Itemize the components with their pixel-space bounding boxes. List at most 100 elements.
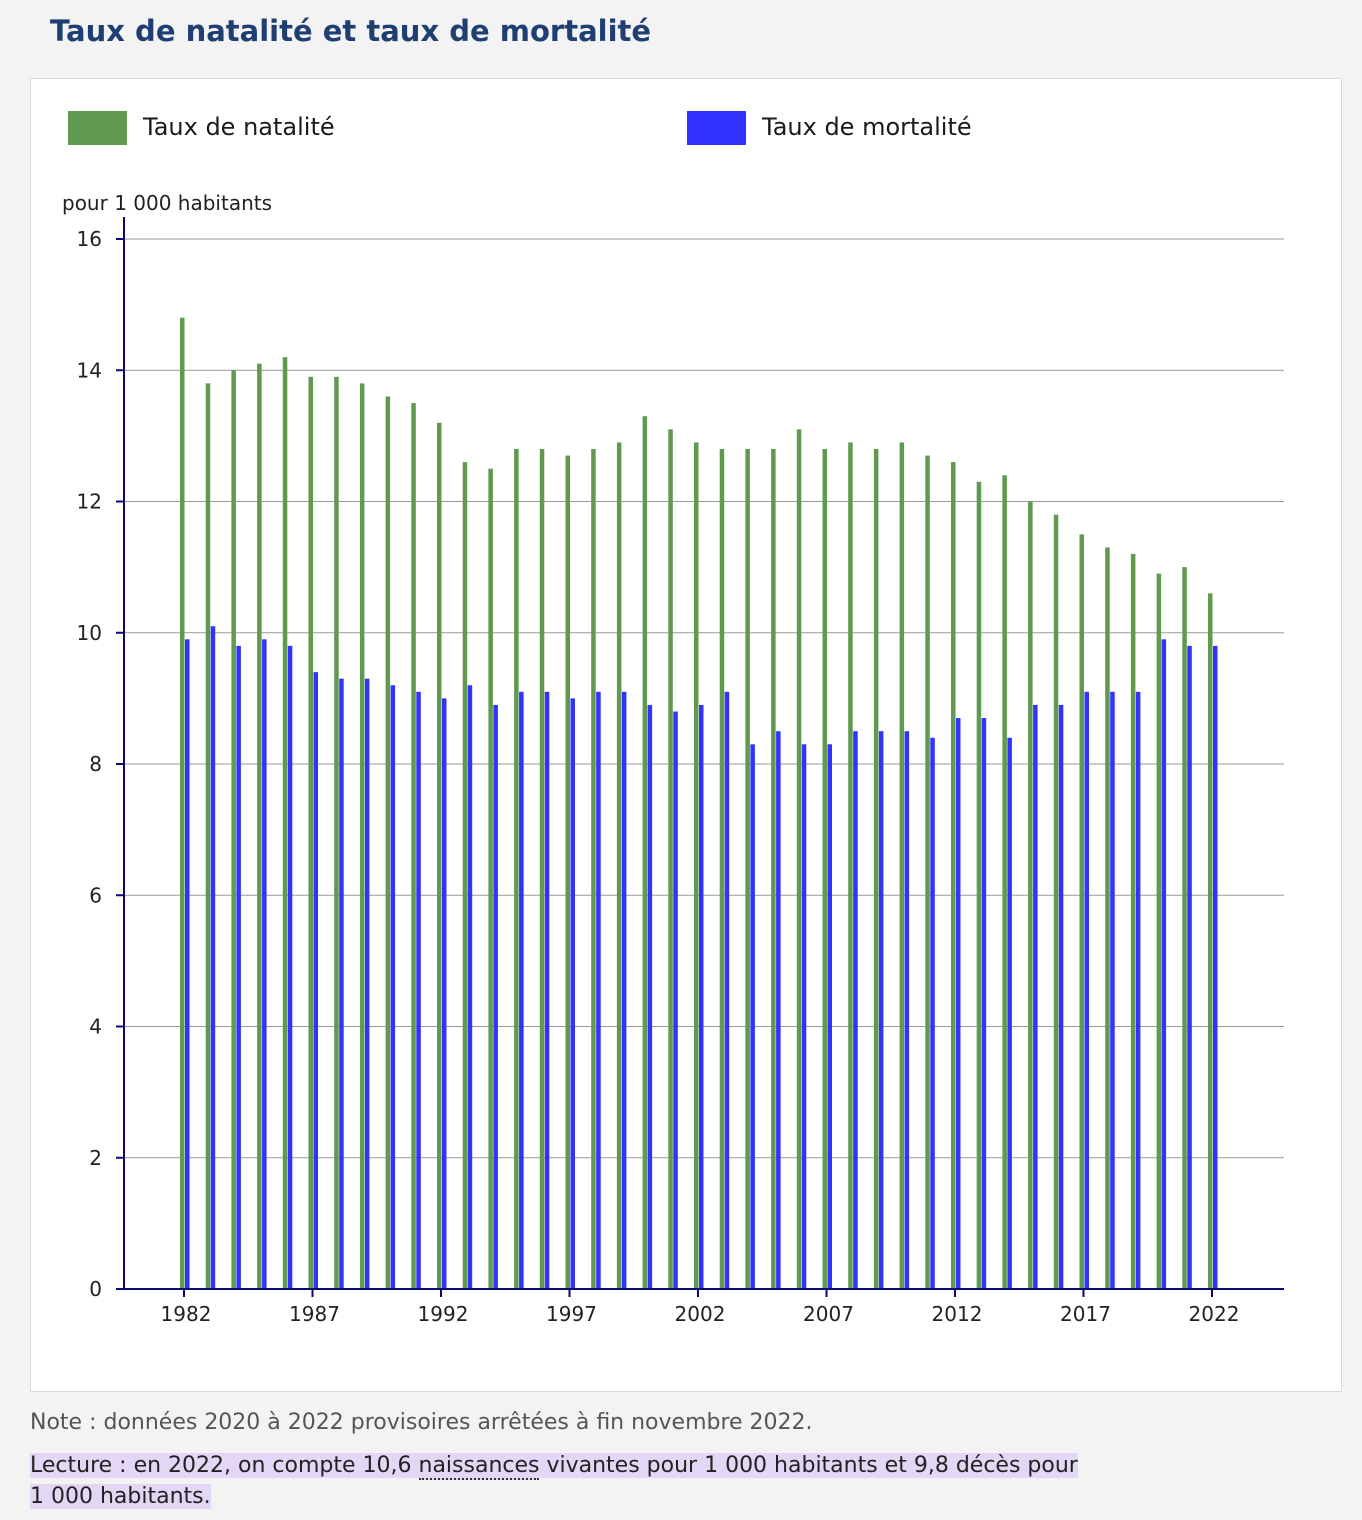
bar-natalite-2008	[848, 442, 853, 1289]
bar-mortalite-1991	[416, 691, 421, 1289]
bar-natalite-2017	[1079, 534, 1084, 1289]
bar-mortalite-1983	[210, 626, 216, 1289]
x-tick-label-2002: 2002	[675, 1302, 726, 1326]
bar-mortalite-1996	[544, 691, 550, 1289]
bar-mortalite-2012	[956, 718, 961, 1289]
bar-natalite-2020	[1156, 573, 1162, 1289]
bar-mortalite-2020	[1161, 639, 1167, 1289]
bar-mortalite-2001	[673, 711, 678, 1289]
bar-mortalite-1997	[570, 698, 575, 1289]
reading-note-part2: vivantes pour 1 000 habitants et 9,8 déc…	[539, 1453, 1078, 1478]
bar-natalite-1998	[591, 449, 596, 1289]
bar-natalite-1987	[308, 376, 313, 1289]
bar-mortalite-2005	[776, 731, 781, 1289]
bar-natalite-2021	[1182, 567, 1187, 1289]
reading-note: Lecture : en 2022, on compte 10,6 naissa…	[30, 1450, 1158, 1512]
bar-natalite-1982	[180, 317, 185, 1289]
x-tick-label-1987: 1987	[289, 1302, 340, 1326]
bar-natalite-1996	[539, 449, 545, 1289]
bar-natalite-2019	[1130, 554, 1136, 1289]
bar-natalite-2002	[694, 442, 699, 1289]
x-tick-label-1992: 1992	[418, 1302, 469, 1326]
bar-natalite-2007	[822, 449, 827, 1289]
bar-mortalite-1998	[596, 691, 601, 1289]
bar-natalite-2000	[642, 416, 648, 1289]
legend-label-natalite: Taux de natalité	[143, 113, 335, 141]
bar-mortalite-1986	[287, 645, 293, 1289]
x-tick-label-2012: 2012	[932, 1302, 983, 1326]
bar-natalite-2015	[1028, 501, 1033, 1289]
y-tick-label-8: 8	[89, 752, 102, 776]
x-tick-label-2007: 2007	[803, 1302, 854, 1326]
bar-mortalite-2018	[1110, 691, 1115, 1289]
bar-mortalite-1988	[339, 678, 344, 1289]
y-tick-label-10: 10	[77, 621, 102, 645]
bar-natalite-2016	[1053, 514, 1059, 1289]
bar-mortalite-2011	[930, 737, 935, 1289]
bar-natalite-2006	[796, 429, 802, 1289]
bar-natalite-2010	[899, 442, 905, 1289]
bar-natalite-1992	[437, 422, 442, 1289]
bar-natalite-1994	[488, 468, 493, 1289]
bar-mortalite-1992	[442, 698, 447, 1289]
y-tick-label-12: 12	[77, 490, 102, 514]
bar-natalite-2004	[745, 449, 750, 1289]
bar-mortalite-1987	[313, 672, 318, 1289]
bar-natalite-2001	[668, 429, 673, 1289]
bar-mortalite-1989	[364, 678, 370, 1289]
bar-mortalite-2019	[1135, 691, 1141, 1289]
bar-mortalite-2009	[878, 731, 884, 1289]
bar-mortalite-2016	[1058, 704, 1064, 1289]
bar-natalite-1995	[514, 449, 519, 1289]
bar-mortalite-2022	[1213, 645, 1218, 1289]
x-tick-label-1997: 1997	[546, 1302, 597, 1326]
chart-title: Taux de natalité et taux de mortalité	[50, 14, 652, 48]
bar-mortalite-2014	[1007, 737, 1012, 1289]
bar-natalite-2003	[719, 449, 725, 1289]
bar-mortalite-1995	[519, 691, 524, 1289]
bar-mortalite-1994	[493, 704, 498, 1289]
reading-note-part1: Lecture : en 2022, on compte 10,6	[30, 1453, 419, 1478]
y-tick-label-0: 0	[89, 1277, 102, 1301]
bar-natalite-1985	[257, 363, 262, 1289]
bar-natalite-1999	[616, 442, 622, 1289]
y-tick-label-4: 4	[89, 1015, 102, 1039]
bar-mortalite-2002	[699, 704, 704, 1289]
glossary-link-naissances[interactable]: naissances	[418, 1453, 540, 1480]
bar-natalite-2013	[976, 481, 982, 1289]
bar-mortalite-2013	[981, 718, 987, 1289]
bar-mortalite-2000	[647, 704, 653, 1289]
bar-mortalite-2010	[904, 731, 910, 1289]
bar-mortalite-2008	[853, 731, 858, 1289]
y-tick-label-14: 14	[77, 358, 102, 382]
bar-natalite-2014	[1002, 475, 1007, 1289]
legend-swatch-mortalite	[687, 111, 746, 145]
bar-mortalite-2006	[801, 744, 807, 1289]
bar-mortalite-1984	[236, 645, 241, 1289]
bar-natalite-1989	[359, 383, 365, 1289]
bar-mortalite-1982	[185, 639, 190, 1289]
bar-natalite-1993	[462, 462, 468, 1289]
bar-natalite-2005	[771, 449, 776, 1289]
bar-mortalite-2017	[1084, 691, 1089, 1289]
bar-natalite-2012	[951, 462, 956, 1289]
bar-mortalite-2021	[1187, 645, 1192, 1289]
bar-mortalite-1999	[621, 691, 627, 1289]
bar-chart: 0 2 4 6 8 10 12 14 16 pour 1 000 habitants 1982 198…	[62, 191, 1284, 1326]
bar-mortalite-2003	[724, 691, 730, 1289]
bar-natalite-1983	[205, 383, 211, 1289]
legend-swatch-natalite	[68, 111, 127, 145]
bar-natalite-1997	[565, 455, 570, 1289]
legend-label-mortalite: Taux de mortalité	[762, 113, 972, 141]
bar-mortalite-1990	[390, 685, 396, 1289]
bar-mortalite-1985	[262, 639, 267, 1289]
bar-natalite-1986	[282, 357, 288, 1289]
x-tick-label-2017: 2017	[1060, 1302, 1111, 1326]
bar-mortalite-1993	[467, 685, 473, 1289]
x-tick-label-2022: 2022	[1189, 1302, 1240, 1326]
y-axis-label: pour 1 000 habitants	[62, 191, 272, 215]
y-tick-label-2: 2	[89, 1146, 102, 1170]
y-tick-label-16: 16	[77, 227, 102, 251]
bar-natalite-1988	[334, 376, 339, 1289]
bar-natalite-1991	[411, 403, 416, 1289]
